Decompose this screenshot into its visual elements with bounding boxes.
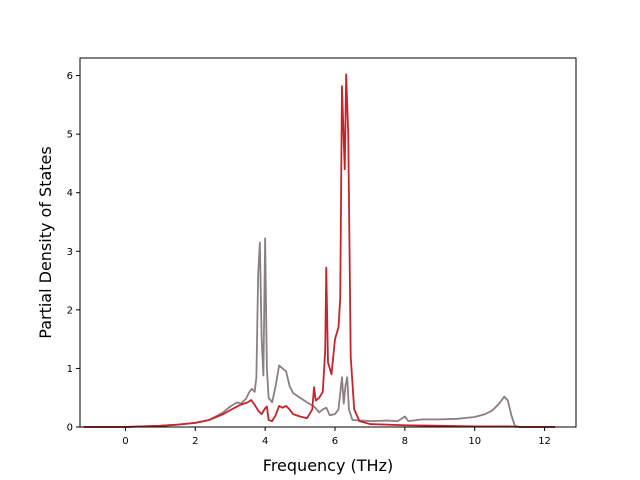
series-layer <box>83 73 556 428</box>
y-tick-label: 0 <box>67 423 73 434</box>
axes-frame <box>79 57 577 428</box>
series-line-1 <box>83 73 556 428</box>
x-tick-label: 8 <box>402 436 408 447</box>
x-tick-label: 2 <box>192 436 198 447</box>
y-tick-label: 3 <box>67 247 73 258</box>
y-tick-label: 4 <box>67 188 73 199</box>
x-tick-label: 10 <box>468 436 481 447</box>
x-tick-label: 0 <box>122 436 128 447</box>
y-tick-label: 1 <box>67 364 73 375</box>
y-tick-label: 6 <box>67 71 73 82</box>
x-axis-label: Frequency (THz) <box>263 456 393 475</box>
y-tick-label: 5 <box>67 130 73 141</box>
series-line-0 <box>83 237 556 428</box>
x-tick-label: 4 <box>262 436 268 447</box>
x-tick-label: 6 <box>332 436 338 447</box>
x-tick-label: 12 <box>538 436 551 447</box>
y-axis-ticks: 0 1 2 3 4 5 6 <box>67 71 80 434</box>
y-tick-label: 2 <box>67 305 73 316</box>
y-axis-label: Partial Density of States <box>36 146 55 338</box>
x-axis-ticks: 0 2 4 6 8 10 12 <box>122 427 551 447</box>
